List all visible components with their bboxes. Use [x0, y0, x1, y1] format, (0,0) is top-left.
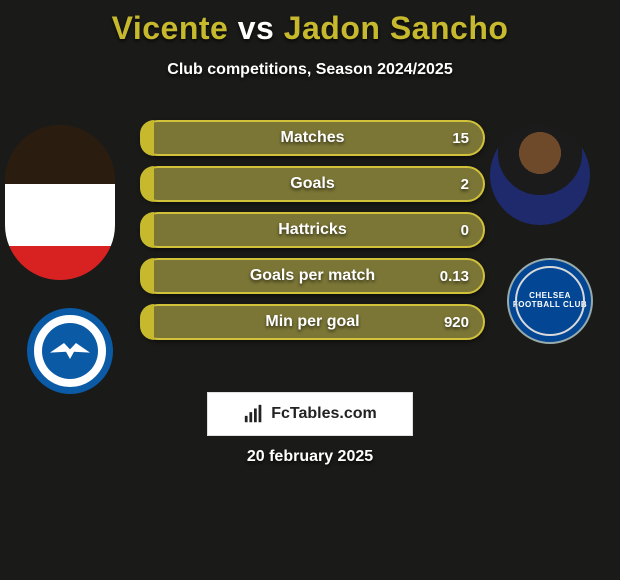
stat-label: Matches — [142, 122, 483, 154]
title-player1: Vicente — [112, 10, 229, 46]
player2-photo — [490, 125, 590, 225]
stat-row: Goals per match 0.13 — [140, 258, 485, 294]
stat-value-right: 2 — [461, 168, 469, 200]
brand-badge: FcTables.com — [207, 392, 413, 436]
stat-label: Min per goal — [142, 306, 483, 338]
stat-row: Min per goal 920 — [140, 304, 485, 340]
stat-label: Hattricks — [142, 214, 483, 246]
stat-row: Goals 2 — [140, 166, 485, 202]
subtitle: Club competitions, Season 2024/2025 — [0, 61, 620, 79]
stat-value-right: 15 — [452, 122, 469, 154]
title-player2: Jadon Sancho — [284, 10, 509, 46]
stat-label: Goals — [142, 168, 483, 200]
stat-value-right: 920 — [444, 306, 469, 338]
player1-photo — [5, 125, 115, 280]
player2-club-badge: CHELSEAFOOTBALL CLUB — [507, 258, 593, 344]
stat-label: Goals per match — [142, 260, 483, 292]
seagull-icon — [50, 343, 90, 359]
brand-text: FcTables.com — [271, 405, 377, 423]
date-text: 20 february 2025 — [0, 448, 620, 466]
stats-list: Matches 15 Goals 2 Hattricks 0 Goals per… — [140, 120, 485, 350]
page-title: Vicente vs Jadon Sancho — [0, 0, 620, 47]
stat-value-right: 0 — [461, 214, 469, 246]
stat-row: Hattricks 0 — [140, 212, 485, 248]
title-vs: vs — [228, 10, 283, 46]
player1-club-badge — [27, 308, 113, 394]
stat-value-right: 0.13 — [440, 260, 469, 292]
chart-icon — [243, 403, 265, 425]
stat-row: Matches 15 — [140, 120, 485, 156]
